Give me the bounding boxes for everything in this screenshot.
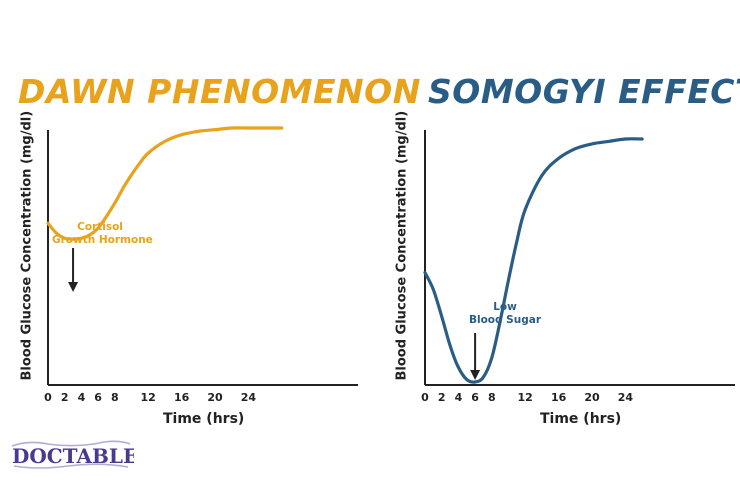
x-tick-label: 24 — [618, 391, 634, 404]
logo-text: DOCTABLET — [12, 444, 134, 468]
x-tick-label: 20 — [207, 391, 223, 404]
x-tick-label: 2 — [61, 391, 69, 404]
annotation-line-2: Blood Sugar — [468, 314, 542, 326]
x-axis-label-dawn: Time (hrs) — [163, 411, 245, 427]
doctablet-logo: DOCTABLET — [11, 440, 134, 469]
annotation-arrow-head — [470, 370, 481, 380]
x-tick-label: 8 — [488, 391, 496, 404]
x-tick-label: 2 — [438, 391, 446, 404]
x-tick-label: 4 — [78, 391, 86, 404]
x-tick-label: 20 — [584, 391, 600, 404]
x-tick-label: 12 — [518, 391, 533, 404]
annotation-line-2: Growth Hormone — [52, 234, 153, 246]
x-tick-label: 6 — [94, 391, 102, 404]
x-tick-label: 16 — [174, 391, 190, 404]
chart-title-somogyi: SOMOGYI EFFECT — [428, 72, 740, 111]
x-tick-label: 0 — [421, 391, 429, 404]
chart-title-dawn: DAWN PHENOMENON — [18, 72, 421, 111]
x-tick-label: 4 — [455, 391, 463, 404]
x-tick-label: 6 — [471, 391, 479, 404]
series-line — [423, 137, 644, 384]
x-tick-label: 0 — [44, 391, 52, 404]
x-tick-label: 24 — [241, 391, 257, 404]
annotation-arrow-head — [68, 282, 79, 292]
x-axis-label-somogyi: Time (hrs) — [540, 411, 622, 427]
x-tick-label: 12 — [141, 391, 156, 404]
annotation-line-1: Low — [493, 301, 517, 313]
x-tick-label: 16 — [551, 391, 567, 404]
annotation-somogyi: Low Blood Sugar — [466, 301, 544, 327]
series-line — [46, 126, 284, 241]
x-tick-label: 8 — [111, 391, 119, 404]
